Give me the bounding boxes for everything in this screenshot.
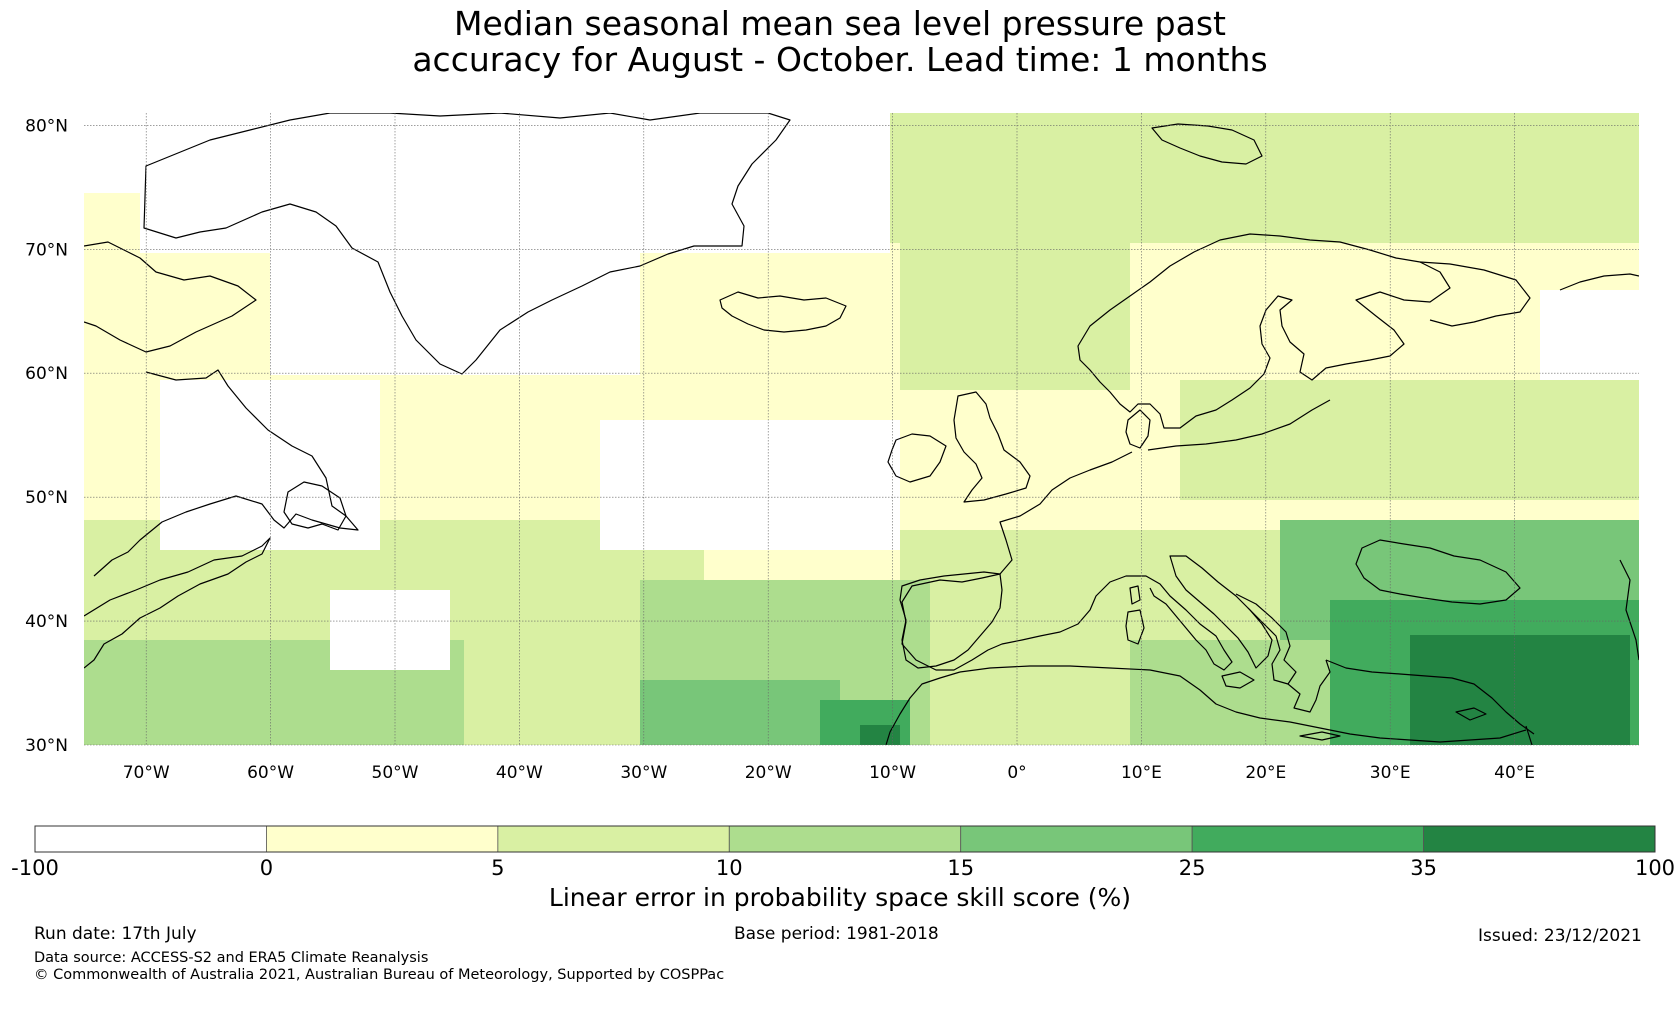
lat-tick-label: 30°N	[25, 736, 68, 756]
coastline-levant	[1525, 725, 1533, 745]
colorbar-label: Linear error in probability space skill …	[549, 883, 1131, 912]
coastline-scandinavia	[1077, 233, 1451, 429]
coastlines	[84, 113, 1639, 745]
gridlines	[84, 113, 1639, 746]
colorbar-tick-label: 5	[491, 856, 504, 880]
coastline-africa-med	[959, 665, 1527, 743]
lat-tick-label: 60°N	[25, 364, 68, 384]
coastline-baffin	[84, 241, 257, 353]
chart-title-line-1: Median seasonal mean sea level pressure …	[454, 4, 1226, 43]
lat-tick-label: 80°N	[25, 116, 68, 136]
base-period: Base period: 1981-2018	[734, 924, 939, 944]
field-region	[1180, 380, 1639, 500]
lon-tick-label: 20°E	[1245, 763, 1286, 783]
field-region	[900, 240, 1130, 390]
coastline-russia-north	[1559, 273, 1639, 291]
coastline-iceland	[719, 291, 847, 333]
lon-tick-label: 60°W	[247, 763, 294, 783]
colorbar-segment	[960, 825, 1193, 853]
lon-tick-label: 0°	[1007, 763, 1026, 783]
coastline-ireland	[887, 433, 947, 483]
skill-score-field	[84, 113, 1639, 745]
coastline-caspian	[1619, 559, 1639, 661]
lon-tick-label: 70°W	[123, 763, 170, 783]
coastline-corsica	[1129, 585, 1141, 605]
copyright: © Commonwealth of Australia 2021, Austra…	[34, 967, 725, 983]
coastline-kola	[1419, 261, 1531, 327]
field-region	[140, 113, 890, 253]
coastline-baltic-south	[1147, 399, 1331, 451]
coastline-balkans	[1235, 593, 1297, 685]
colorbar-segment	[34, 825, 267, 853]
colorbar-tick-label: 10	[716, 856, 743, 880]
coastline-europe-west	[901, 451, 1233, 671]
colorbar-segment	[497, 825, 730, 853]
data-source: Data source: ACCESS-S2 and ERA5 Climate …	[34, 950, 429, 966]
lat-tick-label: 50°N	[25, 488, 68, 508]
field-region	[600, 420, 900, 550]
colorbar-tick-label: -100	[11, 856, 59, 880]
field-region	[1540, 290, 1639, 380]
colorbar-tick-label: 15	[947, 856, 974, 880]
colorbar-tick-label: 35	[1410, 856, 1437, 880]
lat-tick-label: 40°N	[25, 612, 68, 632]
field-region	[1410, 635, 1630, 745]
lat-tick-label: 70°N	[25, 240, 68, 260]
field-region	[160, 380, 380, 550]
colorbar-segment	[1191, 825, 1424, 853]
coastline-greece	[1287, 659, 1331, 713]
run-date: Run date: 17th July	[34, 924, 197, 944]
coastline-iberia	[899, 571, 1003, 669]
lon-tick-label: 10°W	[869, 763, 916, 783]
lon-tick-label: 20°W	[745, 763, 792, 783]
coastline-denmark	[1125, 409, 1151, 449]
colorbar-segment	[266, 825, 499, 853]
field-region	[860, 725, 900, 745]
field-region	[890, 113, 1639, 243]
coastline-great-britain	[953, 391, 1031, 503]
coastline-black-sea	[1355, 539, 1521, 605]
lon-tick-label: 30°W	[620, 763, 667, 783]
colorbar	[34, 825, 1656, 853]
colorbar-ticks: -100 0 5 10 15 25 35 100	[11, 856, 1675, 880]
coastline-labrador	[93, 369, 359, 577]
issued-date: Issued: 23/12/2021	[1478, 926, 1642, 946]
coastline-italy	[1169, 555, 1273, 669]
coastline-greenland	[143, 113, 791, 375]
lon-tick-label: 40°E	[1494, 763, 1535, 783]
longitude-labels: 70°W 60°W 50°W 40°W 30°W 20°W 10°W 0° 10°E 20°E 30…	[123, 763, 1535, 783]
lon-tick-label: 40°W	[496, 763, 543, 783]
coastline-nova-scotia	[84, 537, 271, 669]
colorbar-segment	[1423, 825, 1656, 853]
coastline-sardinia	[1125, 609, 1145, 645]
chart-title-line-2: accuracy for August - October. Lead time…	[412, 40, 1268, 79]
lon-tick-label: 30°E	[1370, 763, 1411, 783]
field-region	[640, 680, 840, 745]
coastline-north-africa	[885, 671, 961, 745]
coastline-turkey	[1325, 659, 1535, 735]
field-region	[330, 590, 450, 670]
latitude-labels: 80°N 70°N 60°N 50°N 40°N 30°N	[25, 116, 68, 756]
colorbar-tick-label: 0	[260, 856, 273, 880]
lon-tick-label: 10°E	[1121, 763, 1162, 783]
coastline-crete	[1299, 731, 1341, 741]
colorbar-tick-label: 25	[1179, 856, 1206, 880]
colorbar-tick-label: 100	[1635, 856, 1675, 880]
coastline-cyprus	[1455, 707, 1487, 721]
coastline-sicily	[1221, 671, 1255, 689]
field-region	[270, 245, 640, 375]
colorbar-segment	[728, 825, 962, 853]
lon-tick-label: 50°W	[372, 763, 419, 783]
coastline-newfoundland	[283, 481, 347, 531]
colorbar-outline	[34, 825, 1656, 853]
